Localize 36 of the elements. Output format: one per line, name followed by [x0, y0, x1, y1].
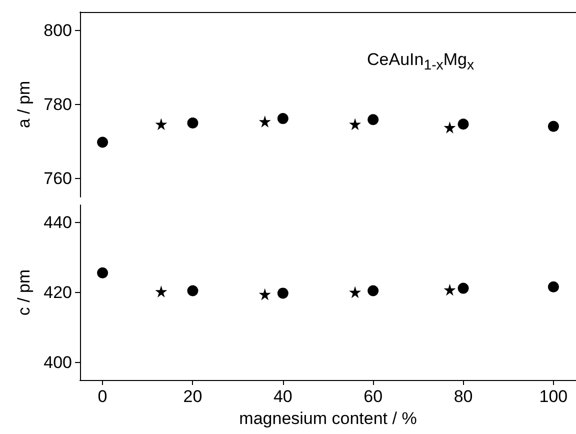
- y-axis-title: c / pm: [14, 269, 34, 316]
- y-tick-label: 780: [44, 95, 72, 114]
- point: [548, 120, 559, 132]
- point: [97, 136, 108, 148]
- point: [444, 284, 456, 296]
- point: [187, 118, 198, 128]
- point: [258, 288, 271, 300]
- y-axis-title: a / pm: [14, 80, 34, 128]
- point: [97, 267, 108, 278]
- y-tick-label: 420: [44, 283, 72, 302]
- point: [155, 285, 168, 298]
- x-tick-label: 60: [364, 387, 383, 406]
- point: [548, 281, 559, 292]
- y-tick-label: 400: [44, 353, 72, 372]
- x-axis-title: magnesium content / %: [239, 409, 417, 428]
- point: [277, 288, 288, 299]
- point: [368, 114, 379, 126]
- x-tick-label: 0: [98, 387, 108, 406]
- x-tick-label: 100: [539, 387, 568, 406]
- point: [444, 121, 456, 134]
- point: [187, 285, 198, 296]
- point: [277, 113, 288, 124]
- point: [349, 286, 362, 298]
- x-tick-label: 20: [183, 387, 202, 406]
- point: [368, 285, 379, 296]
- y-tick-label: 760: [44, 169, 72, 188]
- point: [155, 118, 168, 130]
- point: [258, 116, 271, 128]
- point: [458, 282, 469, 294]
- y-tick-label: 440: [44, 213, 72, 232]
- x-tick-label: 80: [454, 387, 473, 406]
- x-tick-label: 40: [273, 387, 292, 406]
- annotation: CeAuIn$_{1-x}$Mg$_{x}$: [367, 50, 474, 74]
- point: [458, 118, 469, 130]
- point: [349, 118, 362, 130]
- y-tick-label: 800: [44, 21, 72, 40]
